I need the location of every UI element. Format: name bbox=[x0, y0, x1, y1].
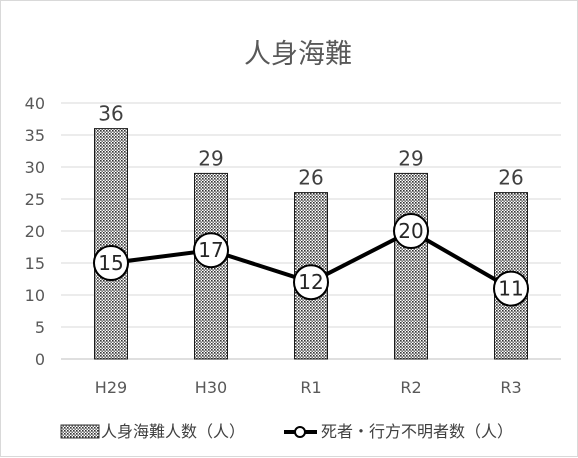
bar-series bbox=[94, 128, 528, 360]
legend-swatch-marker bbox=[294, 426, 306, 438]
legend-swatch-bar bbox=[60, 424, 100, 439]
legend: 人身海難人数（人） 死者・行方不明者数（人） bbox=[60, 422, 513, 441]
y-axis: 0 5 10 15 20 25 30 35 40 bbox=[25, 94, 45, 369]
bar-data-label: 26 bbox=[298, 166, 323, 190]
line-point bbox=[393, 213, 429, 249]
bar-data-label: 26 bbox=[498, 166, 523, 190]
x-axis: H29 H30 R1 R2 R3 bbox=[95, 378, 522, 397]
x-tick-label: H29 bbox=[95, 378, 127, 397]
line-data-label: 11 bbox=[498, 277, 523, 301]
y-tick-label: 10 bbox=[25, 286, 45, 305]
bar bbox=[394, 172, 428, 360]
y-tick-label: 0 bbox=[35, 350, 45, 369]
x-tick-label: R2 bbox=[400, 378, 421, 397]
y-tick-label: 20 bbox=[25, 222, 45, 241]
bar-data-label: 36 bbox=[98, 102, 123, 126]
line-point bbox=[293, 264, 329, 301]
legend-label-line: 死者・行方不明者数（人） bbox=[321, 422, 513, 441]
line-data-label: 12 bbox=[298, 270, 323, 294]
bar-data-label: 29 bbox=[198, 146, 223, 170]
line-data-label: 20 bbox=[398, 219, 423, 243]
legend-label-bar: 人身海難人数（人） bbox=[101, 422, 245, 441]
bar-data-label: 29 bbox=[398, 146, 423, 170]
y-tick-label: 5 bbox=[35, 318, 45, 337]
x-tick-label: H30 bbox=[195, 378, 227, 397]
bar-data-labels: 36 29 26 29 26 bbox=[98, 102, 523, 190]
y-tick-label: 30 bbox=[25, 158, 45, 177]
chart-title: 人身海難 bbox=[244, 39, 352, 70]
y-tick-label: 15 bbox=[25, 254, 45, 273]
x-tick-label: R3 bbox=[500, 378, 521, 397]
bar bbox=[94, 128, 128, 360]
line-point bbox=[493, 270, 529, 307]
y-tick-label: 35 bbox=[25, 126, 45, 145]
x-tick-label: R1 bbox=[300, 378, 321, 397]
line-data-label: 15 bbox=[98, 251, 123, 275]
line-data-label: 17 bbox=[198, 238, 223, 262]
line-point bbox=[93, 245, 129, 281]
line-series: 15 17 12 20 11 bbox=[93, 213, 529, 307]
y-tick-label: 25 bbox=[25, 190, 45, 209]
y-tick-label: 40 bbox=[25, 94, 45, 113]
bar bbox=[194, 172, 228, 360]
line-point bbox=[193, 232, 229, 269]
